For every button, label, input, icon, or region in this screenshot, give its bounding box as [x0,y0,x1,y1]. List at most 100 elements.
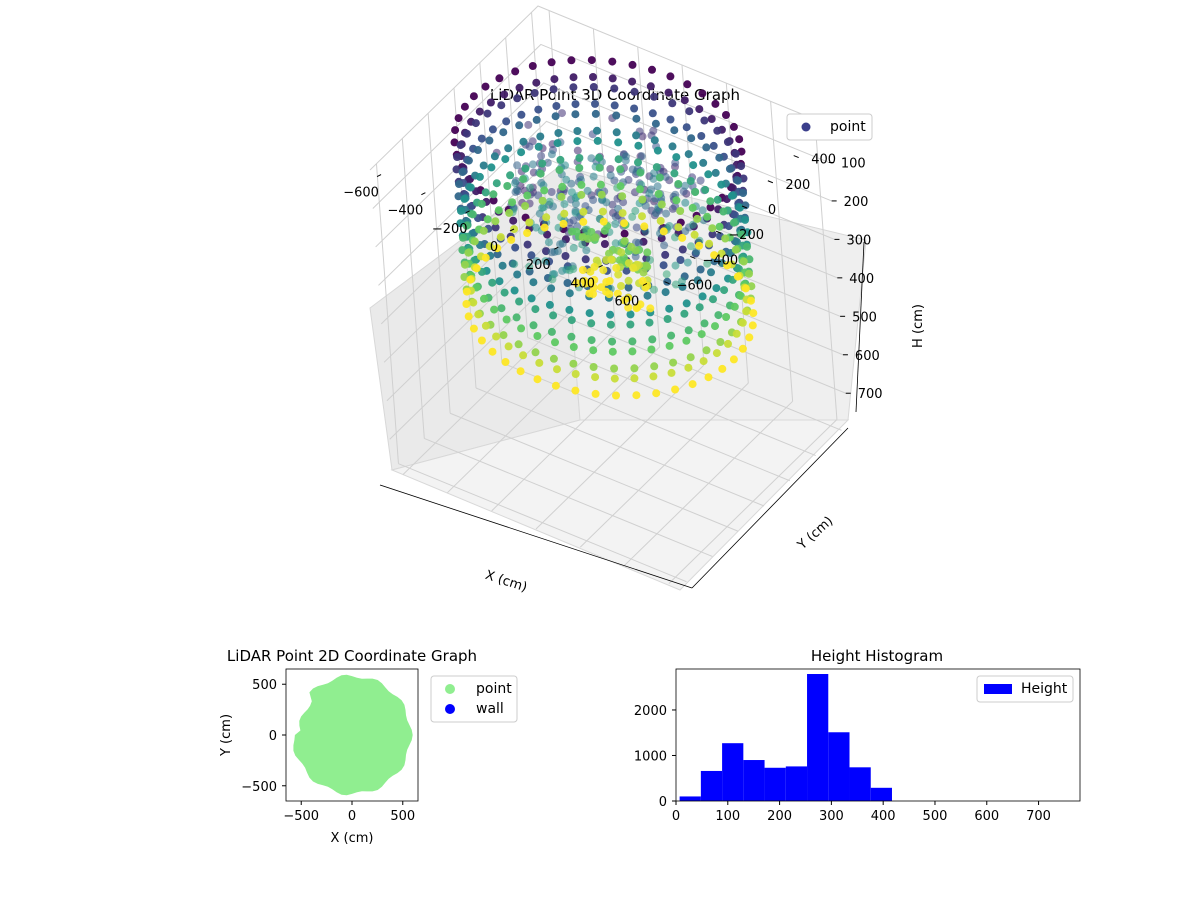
lidar-point-3d [575,164,584,172]
lidar-point-3d [532,257,541,266]
lidar-point-3d [579,207,588,216]
lidar-point-3d [462,300,471,308]
lidar-point-3d [678,277,686,286]
lidar-point-3d [638,212,646,221]
legend-histogram-swatch [984,684,1012,694]
x-tick-label-histogram: 400 [871,809,896,824]
lidar-point-3d [674,180,683,188]
lidar-point-3d [494,206,503,215]
z-tick-label-3d: 300 [846,233,871,248]
lidar-point-3d [671,233,679,242]
lidar-point-3d [624,303,633,312]
lidar-point-3d [683,258,692,267]
lidar-point-3d [719,207,728,216]
lidar-point-3d [684,363,693,372]
lidar-point-3d [607,255,616,264]
lidar-point-3d [578,233,587,242]
lidar-point-3d [507,235,516,244]
x-tick-3d [642,283,648,286]
lidar-point-3d [662,270,671,279]
lidar-point-3d [486,98,495,107]
lidar-point-3d [596,180,605,189]
lidar-point-3d [516,367,525,376]
lidar-point-3d [652,389,661,398]
grid-line [401,138,425,439]
lidar-point-3d [730,302,739,311]
x-tick-3d [598,264,603,268]
lidar-point-3d [512,186,521,194]
lidar-point-3d [571,199,580,208]
lidar-point-3d [509,216,518,225]
lidar-point-3d [653,146,662,155]
lidar-point-3d [561,252,570,260]
lidar-point-3d [733,176,742,185]
lidar-point-3d [534,105,543,114]
lidar-point-3d [464,156,473,165]
lidar-point-3d [571,110,580,119]
lidar-point-3d [526,183,534,192]
lidar-point-3d [649,126,658,135]
lidar-point-3d [461,260,469,269]
lidar-point-3d [534,142,543,151]
lidar-point-3d [662,209,671,218]
lidar-point-3d [547,150,556,159]
y-tick-label-2d: 500 [252,678,277,693]
lidar-point-3d [591,99,599,108]
lidar-point-3d [551,112,560,121]
lidar-point-3d [687,134,696,143]
lidar-point-3d [691,188,700,196]
lidar-point-3d [479,226,488,235]
lidar-point-3d [612,264,621,272]
lidar-point-3d [685,107,694,116]
x-tick-label-3d: 400 [570,276,595,291]
lidar-point-3d [480,294,488,303]
lidar-point-3d [713,126,722,135]
x-tick-label-histogram: 500 [923,809,948,824]
lidar-point-3d [729,122,738,131]
lidar-point-3d [483,215,492,224]
lidar-point-3d [513,161,522,170]
lidar-point-3d [684,150,693,159]
lidar-point-3d [626,310,635,319]
lidar-point-3d [686,242,695,251]
y-tick-3d [793,155,799,159]
lidar-point-3d [469,324,478,333]
lidar-point-3d [650,136,659,145]
lidar-point-3d [532,78,541,87]
x-tick-label-histogram: 200 [767,809,792,824]
lidar-point-3d [523,240,532,249]
grid-line [427,113,451,414]
x-tick-3d [554,246,559,250]
lidar-point-3d [605,249,613,258]
lidar-point-3d [620,237,629,245]
lidar-point-3d [451,126,460,135]
histogram-bar [764,767,786,801]
lidar-point-3d [471,119,480,128]
lidar-point-3d [567,56,576,65]
lidar-point-3d [741,284,750,293]
lidar-point-3d [748,321,757,330]
lidar-point-3d [487,163,496,172]
lidar-point-3d [689,161,698,170]
grid-line [579,382,749,548]
lidar-point-3d [696,265,705,274]
lidar-point-3d [659,227,668,236]
grid-line [770,101,794,402]
lidar-point-3d [599,217,608,226]
lidar-point-3d [587,319,596,328]
grid-line [553,311,842,431]
lidar-point-3d [528,62,537,70]
lidar-point-3d [583,186,592,195]
lidar-point-3d [553,139,562,148]
lidar-point-3d [681,181,690,190]
lidar-point-3d [523,191,532,200]
lidar-point-3d [496,233,505,242]
lidar-point-3d [632,223,641,232]
lidar-point-3d [632,114,641,123]
z-tick-label-3d: 100 [841,156,866,171]
lidar-point-3d [743,242,751,251]
lidar-point-3d [491,217,500,226]
lidar-point-3d [571,386,580,395]
x-ticks-3d: −600 −400 −200 0 200 400 600 [343,174,648,309]
lidar-point-3d [531,305,540,314]
